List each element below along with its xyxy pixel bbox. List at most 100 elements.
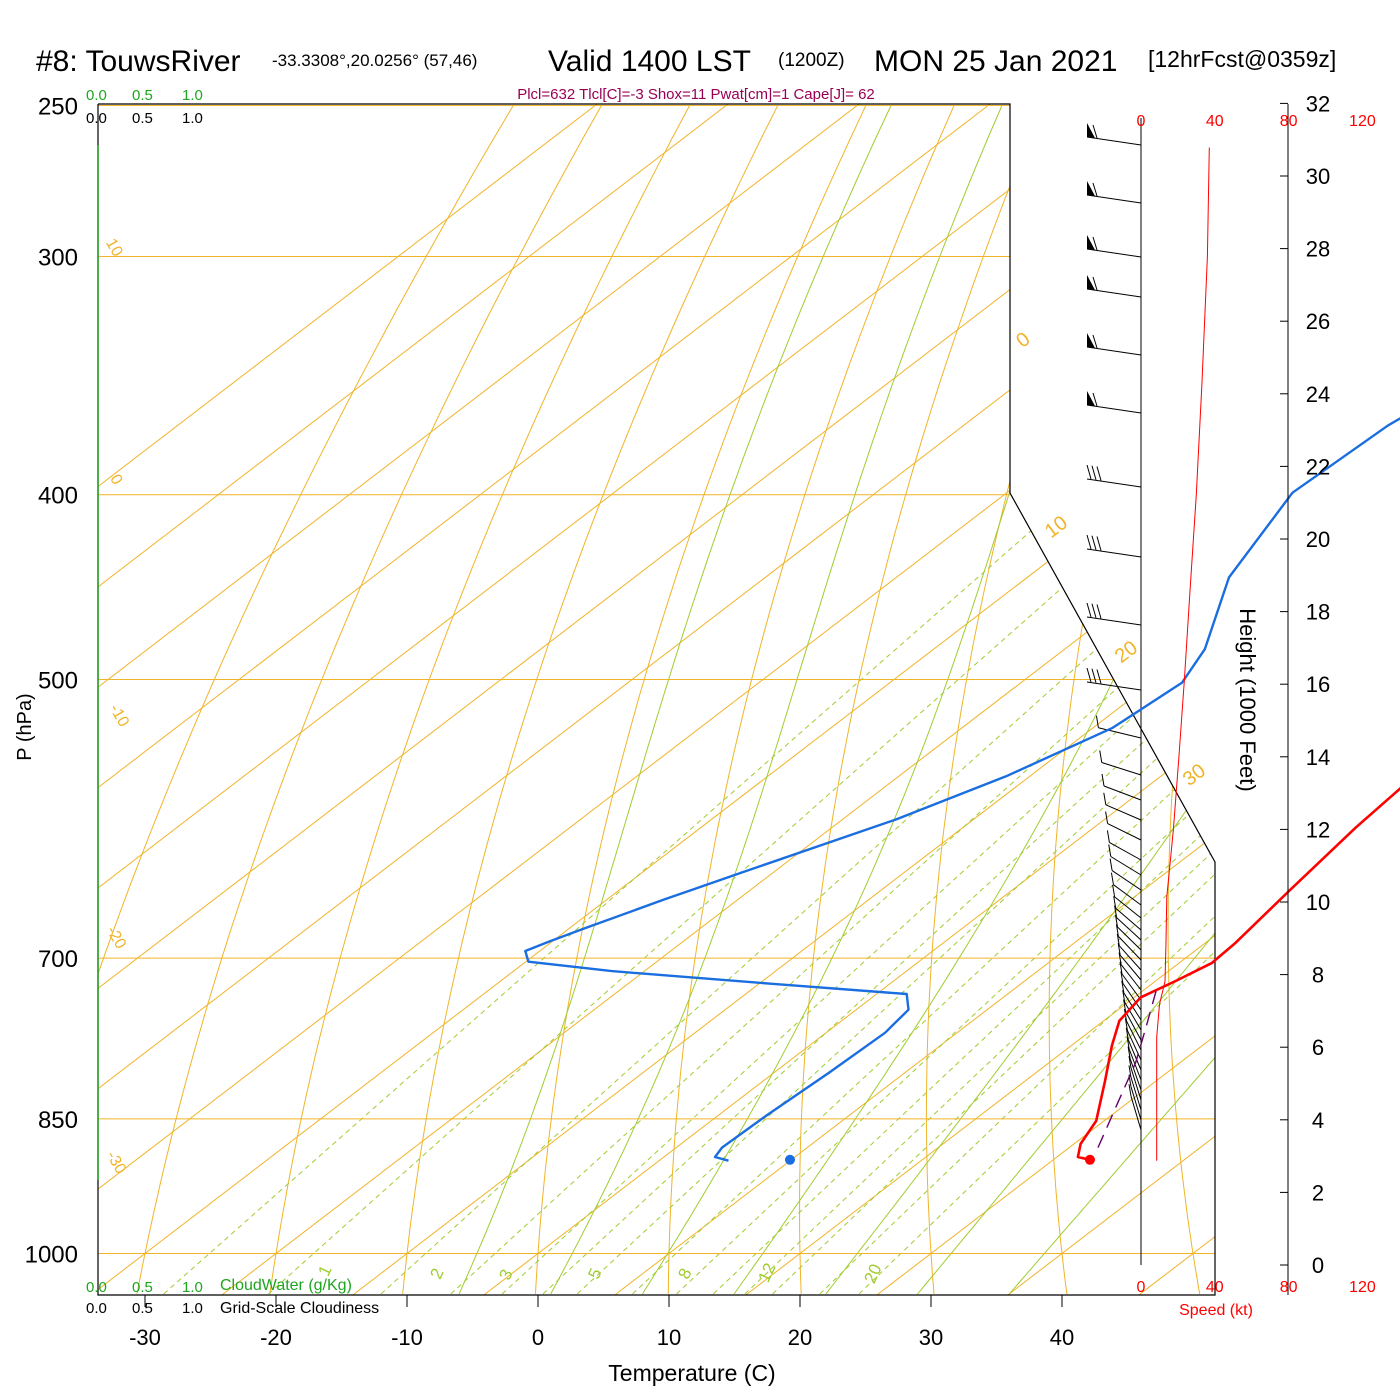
pressure-tick-label: 500 (38, 668, 78, 695)
wind-barb-staff (1119, 954, 1142, 981)
height-tick-label: 28 (1306, 237, 1330, 262)
isotherm-line (745, 104, 1215, 1295)
isobar-lines (98, 105, 1215, 1254)
wind-barb-staff (1086, 404, 1142, 414)
left-isotherm-label: 0 (106, 472, 125, 488)
height-tick-label: 20 (1306, 527, 1330, 552)
wind-barb-feather (1092, 124, 1098, 139)
isotherm-line (614, 104, 1215, 1295)
pressure-tick-label: 250 (38, 94, 78, 121)
wind-barb-staff (1107, 823, 1142, 841)
wind-barb-feather (1115, 924, 1119, 937)
wind-barb-feather (1115, 914, 1118, 928)
bottom-black-tick: 1.0 (182, 1300, 203, 1317)
temperature-tick-label: 20 (788, 1325, 812, 1350)
wind-barb-flag (1087, 275, 1095, 290)
height-tick-label: 26 (1306, 309, 1330, 334)
parcel-line (1097, 990, 1157, 1148)
wind-barb-feather (1122, 990, 1126, 1003)
forecast-label: [12hrFcst@0359z] (1148, 46, 1336, 72)
wind-barb-staff (1115, 907, 1142, 931)
wind-barb-feather (1114, 905, 1118, 918)
wind-barb-staff (1126, 1030, 1142, 1061)
wind-barb-feather (1110, 872, 1114, 885)
y-axis-title: P (hPa) (14, 693, 36, 760)
top-green-tick: 0.0 (86, 87, 107, 104)
x-axis-title: Temperature (C) (608, 1360, 775, 1386)
wind-barbs (1086, 123, 1142, 1131)
wind-barb-feather (1128, 1055, 1132, 1069)
wind-barb-staff (1118, 936, 1142, 961)
wind-barb-feather (1123, 999, 1127, 1012)
wind-barb-feather (1127, 1046, 1131, 1059)
wind-barb-feather (1091, 603, 1097, 618)
wind-barb-feather (1117, 943, 1121, 956)
wind-barb-staff (1126, 1020, 1142, 1051)
top-black-tick: 0.0 (86, 110, 107, 127)
wind-barb-feather (1099, 750, 1103, 763)
temperature-line (1076, 786, 1400, 1162)
wind-speed-line (1156, 147, 1210, 1161)
speed-tick-label-top: 120 (1349, 113, 1376, 130)
wind-barb-feather (1103, 792, 1107, 805)
dry-adiabat-line (1283, 106, 1394, 1294)
wind-barb-staff (1101, 762, 1142, 776)
station-coords: -33.3308°,20.0256° (57,46) (272, 51, 477, 70)
isotherm-label: 20 (1111, 637, 1142, 668)
top-green-tick: 0.5 (132, 87, 153, 104)
dry-adiabat-line (98, 105, 514, 1295)
height-tick-label: 16 (1306, 672, 1330, 697)
wind-barb-feather (1086, 602, 1092, 618)
wind-barb-staff (1130, 1096, 1142, 1131)
wind-barb-staff (1130, 1067, 1142, 1101)
valid-date: MON 25 Jan 2021 (874, 45, 1117, 78)
wind-barb-staff (1086, 346, 1142, 356)
wind-barb-feather (1092, 334, 1098, 349)
top-black-tick: 0.5 (132, 110, 153, 127)
wind-barb-staff (1086, 248, 1142, 258)
height-tick-label: 22 (1306, 454, 1330, 479)
isotherm-line (483, 104, 1215, 1295)
top-cloudwater-scale: 0.0 0.5 1.0 0.0 0.5 1.0 (86, 87, 203, 127)
mixing-ratio-label: 8 (674, 1265, 695, 1282)
isotherm-line (1138, 104, 1215, 1295)
temperature-tick-label: -20 (260, 1325, 292, 1350)
height-tick-label: 10 (1306, 890, 1330, 915)
wind-barb-feather (1091, 668, 1097, 683)
pressure-tick-label: 400 (38, 483, 78, 510)
dry-adiabat-line (799, 105, 1043, 1294)
dry-adiabat-line (667, 105, 955, 1294)
wind-barb-feather (1106, 830, 1110, 843)
wind-barb-feather (1086, 534, 1092, 550)
wind-barb-staff (1086, 478, 1142, 488)
wind-barb-feather (1086, 667, 1092, 683)
cloudwater-label: CloudWater (g/Kg) (220, 1277, 352, 1294)
temperature-tick-label: 0 (532, 1325, 544, 1350)
wind-barb-feather (1092, 276, 1098, 291)
wind-barb-staff (1086, 548, 1142, 558)
wind-barb-flag (1087, 181, 1095, 196)
height-tick-label: 12 (1306, 817, 1330, 842)
isotherm-line (221, 104, 1215, 1295)
wind-barb-staff (1098, 727, 1142, 739)
wind-barb-flag (1087, 333, 1095, 348)
wind-barb-staff (1086, 288, 1142, 298)
wind-barb-feather (1096, 669, 1102, 684)
wind-barb-staff (1130, 1086, 1142, 1121)
isotherm-line (98, 104, 1122, 1295)
wind-barb-feather (1101, 773, 1105, 787)
top-green-tick: 1.0 (182, 87, 203, 104)
bottom-black-tick: 0.0 (86, 1300, 107, 1317)
wind-barb-feather (1092, 236, 1098, 251)
wind-barb-staff (1086, 136, 1142, 146)
wind-barb-feather (1105, 811, 1109, 824)
bottom-cloud-scale: 0.0 0.5 1.0 CloudWater (g/Kg) 0.0 0.5 1.… (86, 1277, 379, 1317)
wind-barb-feather (1121, 980, 1125, 993)
dry-adiabat-line (136, 105, 602, 1294)
wind-barb-feather (1109, 858, 1113, 871)
mixing-ratio-line (542, 494, 1215, 1295)
moist-adiabat-line (825, 105, 1215, 1295)
mixing-ratio-label: 5 (584, 1265, 605, 1282)
mixing-ratio-line (163, 494, 1073, 1295)
